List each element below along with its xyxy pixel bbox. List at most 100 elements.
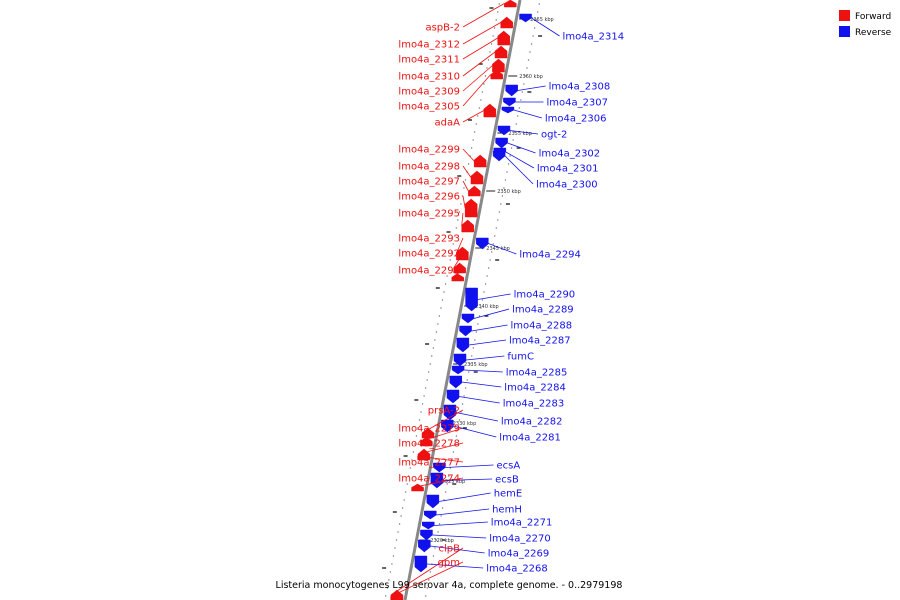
leader-line — [411, 477, 464, 488]
label-lmo4a-2299: lmo4a_2299 — [398, 145, 460, 156]
label-aspb-2: aspB-2 — [425, 23, 460, 34]
guide-dot — [460, 203, 462, 205]
label-lmo4a-2289: lmo4a_2289 — [512, 305, 574, 316]
gene-lmo4a-2268 — [414, 555, 428, 573]
guide-dot — [454, 235, 456, 237]
guide-dot — [523, 83, 525, 85]
leader-line — [462, 165, 472, 178]
label-lmo4a-2309: lmo4a_2309 — [398, 87, 460, 98]
gene-lmo4a-2270 — [420, 529, 433, 541]
guide-dot — [480, 307, 482, 309]
guide-dot — [412, 451, 415, 453]
gene-fumc — [453, 353, 467, 367]
guide-dot — [487, 267, 490, 269]
guide-dot — [415, 435, 418, 437]
leader-line — [462, 110, 485, 123]
leader-line — [509, 130, 539, 135]
guide-dot — [504, 179, 507, 181]
label-ogt-2: ogt-2 — [541, 130, 567, 141]
guide-dot — [494, 235, 496, 237]
gene-lmo4a-2302 — [495, 137, 508, 149]
guide-dot — [484, 283, 487, 285]
guide-dot — [423, 395, 425, 397]
leader-line — [426, 563, 484, 569]
guide-dot — [518, 107, 520, 109]
leader-line — [462, 148, 475, 162]
gene-lmo4a-2297 — [468, 185, 481, 197]
guide-dot — [501, 195, 504, 197]
leader-line — [417, 455, 464, 463]
label-lmo4a-2288: lmo4a_2288 — [511, 321, 573, 332]
gene-lmo4a-2287 — [456, 337, 470, 353]
guide-dot — [520, 99, 522, 101]
guide-dot — [446, 483, 448, 485]
leader-line — [461, 212, 464, 227]
leader-line — [451, 269, 464, 278]
gene-lmo4a-2285 — [451, 365, 465, 375]
guide-dot — [388, 579, 390, 581]
guide-dot — [512, 139, 514, 141]
guide-dot — [464, 387, 467, 389]
guide-dot — [406, 483, 408, 485]
guide-dot — [438, 523, 441, 525]
guide-dot — [503, 187, 505, 189]
gene-lmo4a-2281 — [441, 419, 454, 433]
leader-line — [505, 151, 535, 169]
guide-dot — [514, 131, 516, 133]
leader-line — [430, 545, 485, 554]
guide-dot — [477, 323, 479, 325]
gene-lmo4a-2294 — [476, 237, 489, 250]
gene-ogt-2 — [497, 125, 511, 136]
label-gpm: gpm — [438, 558, 460, 569]
leader-line — [432, 534, 487, 539]
label-lmo4a-2297: lmo4a_2297 — [398, 177, 460, 188]
label-lmo4a-2307: lmo4a_2307 — [546, 98, 608, 109]
guide-dot — [409, 467, 411, 469]
kbp-label: 2325 kbp — [442, 479, 466, 485]
gene-lmo4a-2308 — [505, 84, 518, 97]
label-lmo4a-2306: lmo4a_2306 — [545, 114, 607, 125]
guide-dot — [458, 211, 461, 213]
guide-dot — [391, 563, 393, 565]
guide-dot — [510, 147, 513, 149]
label-lmo4a-2295: lmo4a_2295 — [398, 209, 460, 220]
guide-dot — [517, 115, 519, 117]
label-lmo4a-2283: lmo4a_2283 — [503, 399, 565, 410]
label-lmo4a-2298: lmo4a_2298 — [398, 162, 460, 173]
guide-dot — [498, 211, 501, 213]
guide-dot — [452, 451, 455, 453]
leader-line — [471, 324, 508, 332]
gene-hemh — [424, 510, 437, 520]
guide-dot — [486, 275, 488, 277]
guide-dot — [392, 555, 395, 557]
label-lmo4a-2294: lmo4a_2294 — [519, 250, 581, 261]
guide-dot — [441, 507, 444, 509]
label-lmo4a-2284: lmo4a_2284 — [504, 383, 566, 394]
leader-line — [462, 51, 496, 77]
gene-lmo4a-2310 — [494, 45, 508, 59]
guide-dot — [438, 315, 441, 317]
guide-dot — [428, 371, 430, 373]
label-prsa-2: prsA-2 — [428, 406, 460, 417]
guide-dot — [507, 163, 510, 165]
label-lmo4a-2281: lmo4a_2281 — [499, 433, 561, 444]
gene-lmo4a-2300 — [492, 150, 506, 162]
guide-dot — [483, 83, 485, 85]
guide-dot — [530, 43, 533, 45]
gene-lmo4a-2306 — [501, 106, 515, 114]
guide-dot — [475, 123, 477, 125]
guide-dot — [472, 347, 474, 349]
guide-dot — [425, 595, 427, 597]
guide-dot — [441, 299, 444, 301]
guide-dot — [454, 443, 456, 445]
guide-dot — [448, 475, 450, 477]
label-lmo4a-2271: lmo4a_2271 — [491, 518, 553, 529]
label-lmo4a-2305: lmo4a_2305 — [398, 102, 460, 113]
label-lmo4a-2278: lmo4a_2278 — [398, 439, 460, 450]
guide-dot — [444, 283, 447, 285]
guide-dot — [447, 267, 450, 269]
guide-dot — [434, 339, 436, 341]
guide-dot — [455, 227, 457, 229]
label-lmo4a-2308: lmo4a_2308 — [549, 82, 611, 93]
